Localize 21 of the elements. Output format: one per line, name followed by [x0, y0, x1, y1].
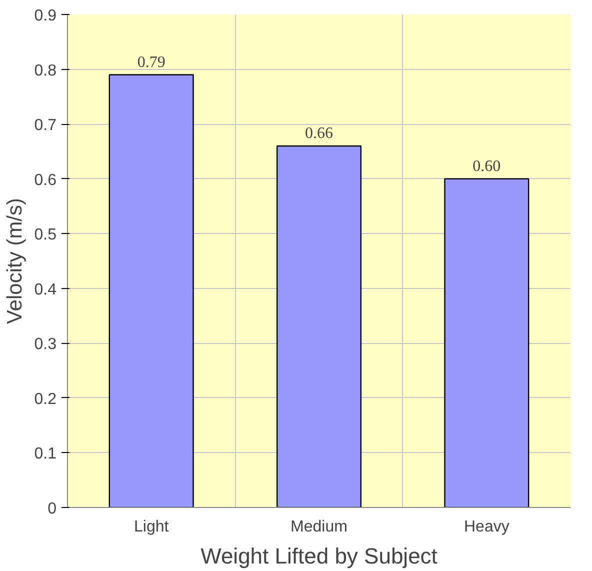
bar: [444, 178, 530, 508]
data-label: 0.79: [137, 54, 166, 71]
y-tick-label: 0.4: [34, 281, 57, 298]
y-tick-label: 0.3: [34, 336, 57, 354]
y-tick-label: 0: [48, 500, 57, 518]
x-axis-title: Weight Lifted by Subject: [200, 544, 438, 568]
data-label: 0.60: [472, 158, 501, 175]
data-label: 0.66: [305, 124, 333, 142]
y-tick-label: 0.9: [34, 8, 57, 24]
y-tick-label: 0.7: [34, 117, 57, 134]
y-tick-label: 0.2: [34, 390, 57, 408]
x-tick-label: Medium: [290, 518, 348, 536]
y-tick-label: 0.6: [34, 172, 57, 189]
bar: [276, 145, 362, 508]
y-tick-label: 0.8: [34, 62, 57, 80]
y-tick-label: 0.1: [34, 446, 57, 463]
x-tick-label: Heavy: [464, 518, 510, 536]
y-tick-label: 0.5: [34, 226, 57, 244]
x-tick-label: Light: [134, 518, 170, 536]
bar: [108, 74, 194, 508]
y-axis-title: Velocity (m/s): [3, 198, 26, 324]
